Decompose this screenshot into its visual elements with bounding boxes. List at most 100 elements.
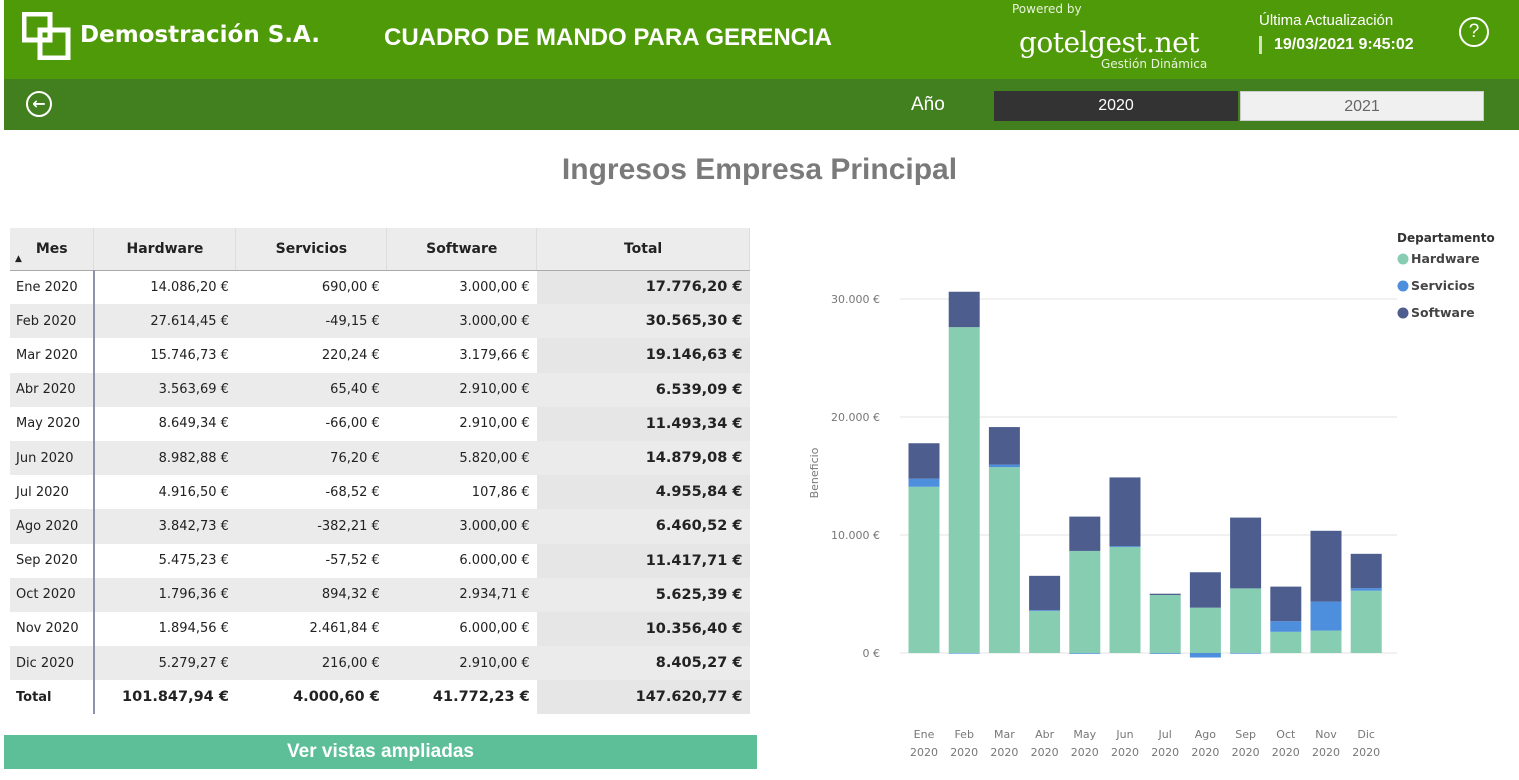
bar-hardware[interactable] (1310, 630, 1342, 653)
bar-hardware[interactable] (948, 327, 980, 653)
view-expanded-button[interactable]: Ver vistas ampliadas (4, 735, 757, 769)
table-row[interactable]: Nov 2020 1.894,56 € 2.461,84 € 6.000,00 € 10… (10, 611, 750, 647)
bar-servicios[interactable] (1029, 610, 1061, 611)
bar-servicios[interactable] (948, 653, 980, 654)
bar-servicios[interactable] (1149, 653, 1181, 654)
bar-servicios[interactable] (1109, 546, 1141, 548)
cell-sw: 3.000,00 € (386, 509, 537, 544)
bar-software[interactable] (1029, 575, 1061, 611)
cell-mes: Oct 2020 (10, 577, 95, 612)
x-tick-label-year: 2020 (1151, 746, 1179, 759)
cell-hw: 1.894,56 € (158, 621, 229, 637)
bar-hardware[interactable] (1029, 610, 1061, 653)
table-row[interactable]: Dic 2020 5.279,27 €216,00 €2.910,00 €8.40… (10, 646, 750, 681)
table-row[interactable]: Ago 2020 3.842,73 € -382,21 €3.000,00 €6.4… (10, 509, 750, 544)
bar-software[interactable] (1270, 586, 1302, 622)
column-header-label: Mes (35, 240, 68, 257)
x-tick-label: May (1073, 728, 1096, 741)
cell-sw: 5.820,00 € (386, 440, 537, 476)
filter-bar: ← Año 2020 2021 (4, 79, 1519, 130)
legend-item-servicios[interactable]: Servicios (1411, 278, 1475, 293)
income-table: Mes ▲ Hardware Servicios Software Total E… (10, 228, 750, 715)
x-tick-label-year: 2020 (1232, 746, 1260, 759)
cell-tot: 6.539,09 € (536, 372, 750, 407)
cell-mes: Feb 2020 (10, 304, 95, 339)
bar-servicios[interactable] (1310, 601, 1342, 631)
table-row[interactable]: Feb 2020 27.614,45 € -49,15 €3.000,00 €30.… (10, 304, 750, 339)
income-stacked-bar-chart: 0 € 10.000 € 20.000 € 30.000 € Beneficio Ene 2… (808, 231, 1495, 759)
legend-swatch-servicios (1397, 280, 1409, 292)
x-tick-label-year: 2020 (1352, 746, 1380, 759)
cell-mes: Nov 2020 (10, 611, 95, 647)
column-header-mes[interactable]: Mes ▲ (10, 228, 95, 271)
bar-hardware[interactable] (908, 486, 940, 653)
table-row[interactable]: Jun 2020 8.982,88 €76,20 €5.820,00 €14.87… (10, 440, 750, 476)
cell-sw: 6.000,00 € (459, 553, 530, 569)
bar-hardware[interactable] (1270, 631, 1302, 653)
bar-servicios[interactable] (908, 478, 940, 487)
bar-hardware[interactable] (1069, 550, 1101, 653)
bar-servicios[interactable] (1069, 653, 1101, 654)
year-button-2021[interactable]: 2021 (1240, 91, 1484, 121)
bar-software[interactable] (1310, 530, 1342, 602)
table-row[interactable]: Ene 2020 14.086,20 € 690,00 € 3.000,00 € 17.… (10, 270, 750, 305)
table-row[interactable]: Abr 2020 3.563,69 €65,40 €2.910,00 €6.539… (10, 372, 750, 407)
table-row[interactable]: May 2020 8.649,34 € -66,00 € 2.910,00 € 11.4… (10, 406, 750, 441)
column-header-servicios[interactable]: Servicios (235, 228, 388, 271)
bar-software[interactable] (1109, 477, 1141, 547)
help-icon[interactable]: ? (1459, 17, 1489, 47)
bar-hardware[interactable] (988, 467, 1020, 653)
cell-mes: Mar 2020 (10, 338, 95, 373)
y-axis-label: Beneficio (808, 447, 821, 498)
x-tick-label-year: 2020 (1031, 746, 1059, 759)
bar-software[interactable] (1069, 516, 1101, 551)
x-tick-label-year: 2020 (910, 746, 938, 759)
legend-item-hardware[interactable]: Hardware (1411, 251, 1480, 266)
legend-item-software[interactable]: Software (1411, 305, 1475, 320)
bar-servicios[interactable] (1350, 588, 1382, 591)
x-tick-label-year: 2020 (1191, 746, 1219, 759)
bar-software[interactable] (1230, 517, 1262, 589)
y-tick-label: 0 € (863, 647, 881, 660)
x-tick-label: Oct (1276, 728, 1296, 741)
bar-hardware[interactable] (1350, 590, 1382, 653)
cell-hw: 27.614,45 € (93, 304, 236, 339)
bar-software[interactable] (1350, 553, 1382, 589)
cell-mes: May 2020 (10, 406, 95, 441)
cell-tot: 6.460,52 € (536, 509, 750, 544)
x-tick-label-year: 2020 (990, 746, 1018, 759)
column-header-total[interactable]: Total (536, 228, 750, 271)
bar-servicios[interactable] (1230, 653, 1262, 654)
bar-hardware[interactable] (1230, 588, 1262, 653)
total-cell-sw: 41.772,23 € (386, 680, 537, 715)
table-row[interactable]: Oct 2020 1.796,36 €894,32 €2.934,71 €5.62… (10, 577, 750, 612)
table-row[interactable]: Sep 2020 5.475,23 € -57,52 € 6.000,00 € 11.4… (10, 543, 750, 578)
table-row[interactable]: Jul 2020 4.916,50 € -68,52 € 107,86 € 4.955,… (10, 475, 750, 510)
column-header-hardware[interactable]: Hardware (93, 228, 237, 271)
cell-mes: Ago 2020 (10, 509, 95, 544)
bar-servicios[interactable] (1189, 653, 1221, 658)
bar-software[interactable] (908, 443, 940, 479)
company-name: Demostración S.A. (80, 22, 320, 48)
bar-software[interactable] (988, 427, 1020, 465)
column-header-software[interactable]: Software (386, 228, 538, 271)
cell-mes: Sep 2020 (10, 543, 95, 578)
cell-hw: 3.842,73 € (93, 509, 236, 544)
bar-software[interactable] (1189, 572, 1221, 608)
bar-hardware[interactable] (1149, 594, 1181, 653)
table-row[interactable]: Mar 2020 15.746,73 € 220,24 € 3.179,66 € 19.… (10, 338, 750, 373)
cell-sv: 76,20 € (235, 440, 387, 476)
powered-by-label: Powered by (1012, 2, 1082, 16)
cell-sv: -49,15 € (235, 304, 387, 339)
cell-hw: 5.475,23 € (158, 553, 229, 569)
back-arrow-icon[interactable]: ← (26, 91, 52, 117)
bar-software[interactable] (1149, 593, 1181, 595)
bar-servicios[interactable] (988, 464, 1020, 468)
bar-hardware[interactable] (1189, 607, 1221, 653)
year-button-2020[interactable]: 2020 (994, 91, 1238, 121)
x-tick-label: Ene (914, 728, 935, 741)
bar-servicios[interactable] (1270, 621, 1302, 632)
bar-software[interactable] (948, 291, 980, 328)
bar-hardware[interactable] (1109, 547, 1141, 653)
page-title: Ingresos Empresa Principal (561, 153, 958, 186)
